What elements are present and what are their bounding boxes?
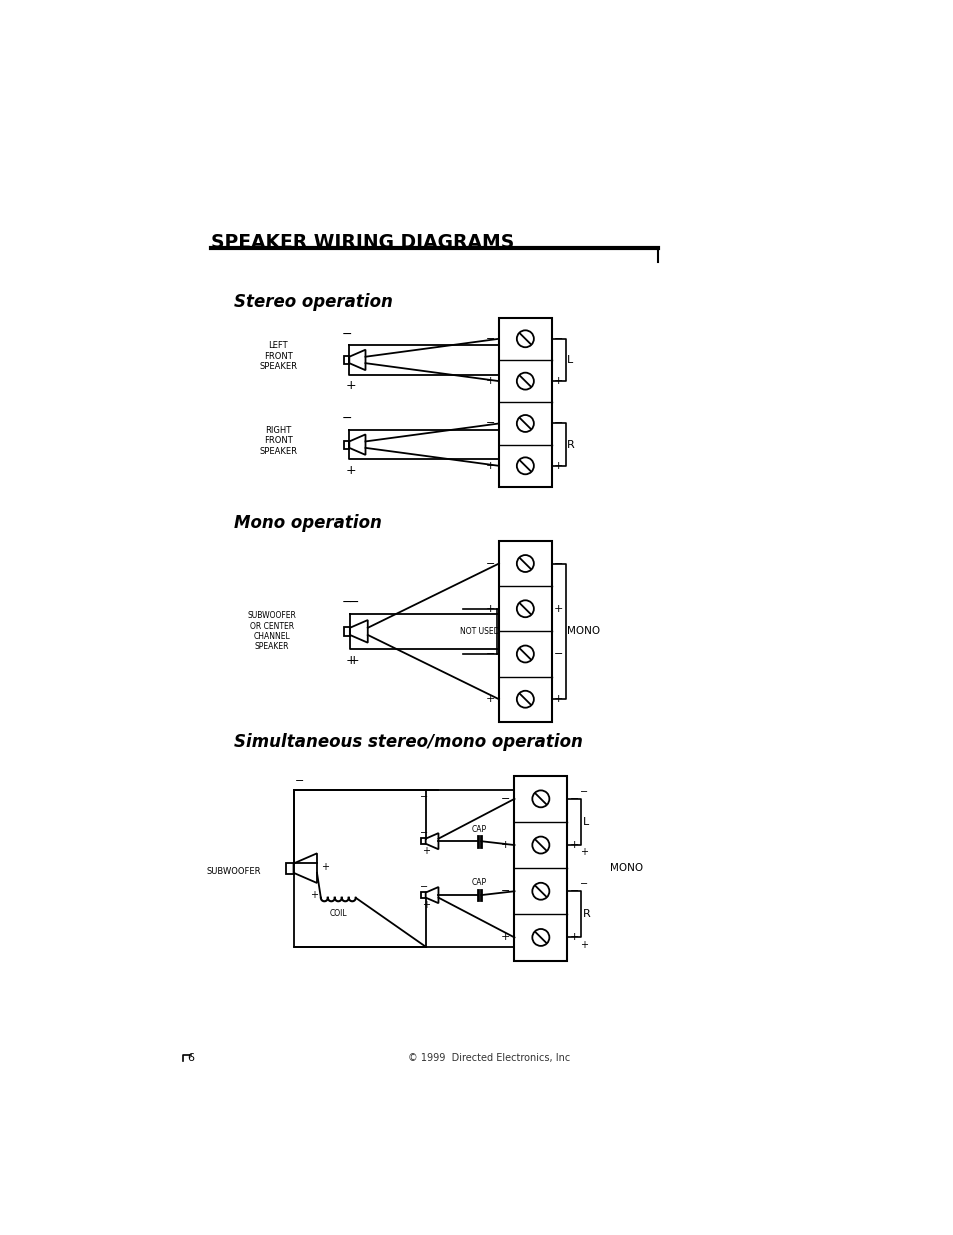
Text: +: + xyxy=(345,464,355,477)
Circle shape xyxy=(517,373,534,389)
Text: MONO: MONO xyxy=(567,626,599,636)
Text: +: + xyxy=(554,377,563,387)
Text: −: − xyxy=(554,558,563,568)
Circle shape xyxy=(517,600,534,618)
Text: +: + xyxy=(569,840,578,850)
Bar xyxy=(498,317,551,487)
Text: +: + xyxy=(485,694,495,704)
Text: −: − xyxy=(554,650,563,659)
Text: © 1999  Directed Electronics, Inc: © 1999 Directed Electronics, Inc xyxy=(407,1053,570,1063)
Text: Simultaneous stereo/mono operation: Simultaneous stereo/mono operation xyxy=(233,734,582,751)
Text: CAP: CAP xyxy=(472,825,487,834)
Bar xyxy=(421,892,425,898)
Bar xyxy=(514,776,567,961)
Text: NOT USED: NOT USED xyxy=(459,627,499,636)
Bar xyxy=(344,627,350,636)
Polygon shape xyxy=(349,350,365,370)
Text: −: − xyxy=(419,829,427,839)
Circle shape xyxy=(532,883,549,900)
Text: +: + xyxy=(554,461,563,471)
Text: +: + xyxy=(345,653,356,667)
Circle shape xyxy=(517,555,534,572)
Text: SPEAKER WIRING DIAGRAMS: SPEAKER WIRING DIAGRAMS xyxy=(211,233,514,252)
Text: COIL: COIL xyxy=(329,909,347,919)
Text: Mono operation: Mono operation xyxy=(233,514,381,532)
Polygon shape xyxy=(349,435,365,454)
Bar xyxy=(498,541,551,721)
Text: R: R xyxy=(582,909,590,919)
Text: L: L xyxy=(567,354,573,366)
Text: −: − xyxy=(554,419,563,429)
Text: +: + xyxy=(485,461,495,471)
Bar xyxy=(344,356,349,364)
Text: −: − xyxy=(485,558,495,568)
Circle shape xyxy=(532,929,549,946)
Text: +: + xyxy=(345,379,355,393)
Text: −: − xyxy=(419,792,427,802)
Polygon shape xyxy=(425,834,438,850)
Text: +: + xyxy=(348,653,358,667)
Text: SUBWOOFER: SUBWOOFER xyxy=(207,867,261,877)
Polygon shape xyxy=(425,887,438,903)
Text: −: − xyxy=(341,597,353,609)
Bar xyxy=(286,862,294,873)
Text: +: + xyxy=(500,840,510,850)
Circle shape xyxy=(517,457,534,474)
Text: −: − xyxy=(500,887,510,897)
Text: +: + xyxy=(554,694,563,704)
Text: −: − xyxy=(579,787,588,797)
Text: +: + xyxy=(500,932,510,942)
Circle shape xyxy=(517,690,534,708)
Text: +: + xyxy=(554,604,563,614)
Bar xyxy=(421,839,425,845)
Circle shape xyxy=(517,646,534,662)
Text: −: − xyxy=(341,327,352,341)
Text: −: − xyxy=(569,794,578,804)
Circle shape xyxy=(517,330,534,347)
Circle shape xyxy=(532,836,549,853)
Text: −: − xyxy=(341,412,352,425)
Text: 6: 6 xyxy=(187,1053,194,1063)
Text: +: + xyxy=(579,847,588,857)
Bar xyxy=(344,441,349,448)
Text: −: − xyxy=(348,597,358,609)
Text: +: + xyxy=(421,846,430,856)
Polygon shape xyxy=(350,620,367,642)
Text: −: − xyxy=(500,794,510,804)
Text: −: − xyxy=(554,333,563,343)
Text: +: + xyxy=(485,377,495,387)
Circle shape xyxy=(517,415,534,432)
Text: −: − xyxy=(485,650,495,659)
Text: +: + xyxy=(579,940,588,950)
Text: MONO: MONO xyxy=(609,863,642,873)
Text: R: R xyxy=(567,440,575,450)
Text: +: + xyxy=(485,604,495,614)
Text: +: + xyxy=(320,862,329,872)
Text: −: − xyxy=(485,419,495,429)
Text: CAP: CAP xyxy=(472,878,487,888)
Text: −: − xyxy=(419,882,427,892)
Text: −: − xyxy=(579,879,588,889)
Text: +: + xyxy=(421,900,430,910)
Text: +: + xyxy=(310,890,317,900)
Text: Stereo operation: Stereo operation xyxy=(233,293,393,311)
Text: RIGHT
FRONT
SPEAKER: RIGHT FRONT SPEAKER xyxy=(259,426,296,456)
Text: L: L xyxy=(582,816,588,827)
Polygon shape xyxy=(294,853,316,883)
Text: +: + xyxy=(569,932,578,942)
Text: LEFT
FRONT
SPEAKER: LEFT FRONT SPEAKER xyxy=(259,341,296,370)
Text: SUBWOOFER
OR CENTER
CHANNEL
SPEAKER: SUBWOOFER OR CENTER CHANNEL SPEAKER xyxy=(247,611,296,652)
Text: −: − xyxy=(294,776,304,785)
Text: −: − xyxy=(569,887,578,897)
Text: −: − xyxy=(485,333,495,343)
Circle shape xyxy=(532,790,549,808)
